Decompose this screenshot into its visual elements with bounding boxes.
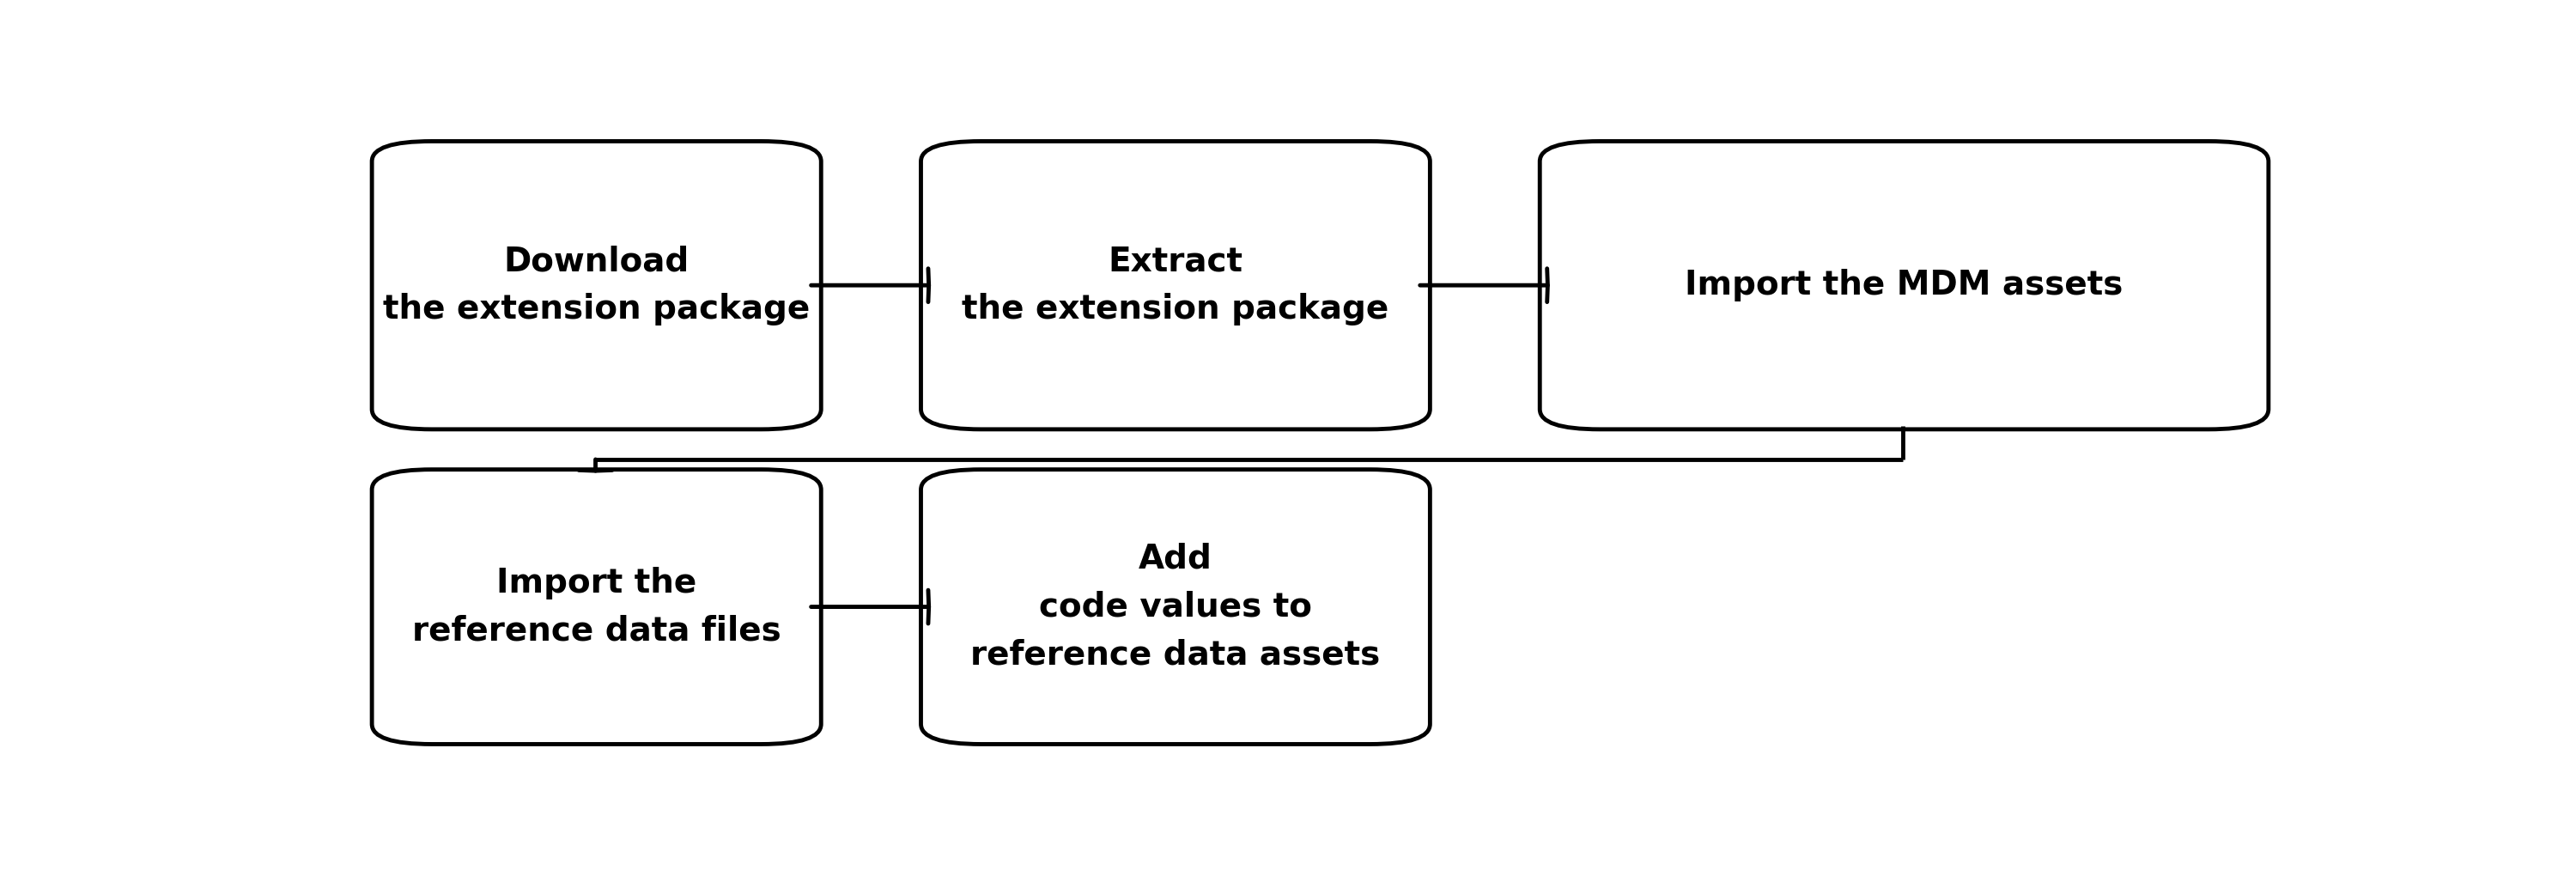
Text: Import the MDM assets: Import the MDM assets bbox=[1685, 269, 2123, 302]
Text: Extract
the extension package: Extract the extension package bbox=[961, 245, 1388, 325]
FancyBboxPatch shape bbox=[371, 470, 822, 744]
Text: Import the
reference data files: Import the reference data files bbox=[412, 566, 781, 647]
FancyBboxPatch shape bbox=[922, 141, 1430, 429]
FancyBboxPatch shape bbox=[371, 141, 822, 429]
Text: Add
code values to
reference data assets: Add code values to reference data assets bbox=[971, 542, 1381, 672]
FancyBboxPatch shape bbox=[1540, 141, 2269, 429]
Text: Download
the extension package: Download the extension package bbox=[384, 245, 809, 325]
FancyBboxPatch shape bbox=[922, 470, 1430, 744]
